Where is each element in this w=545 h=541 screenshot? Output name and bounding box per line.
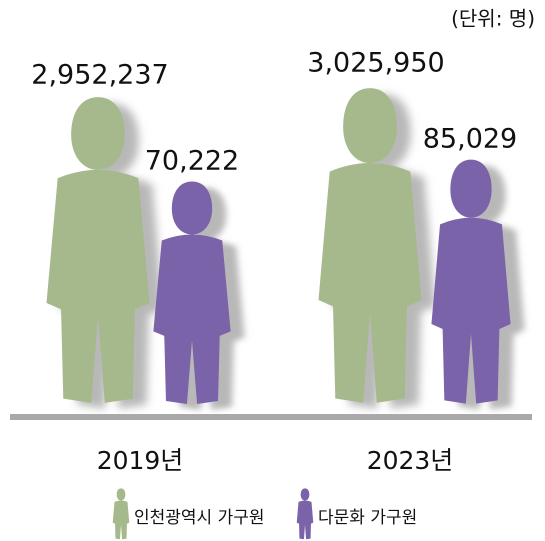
unit-label: (단위: 명): [451, 7, 535, 31]
figure: [153, 181, 231, 404]
value-label: 3,025,950: [307, 48, 444, 79]
legend-label: 인천광역시 가구원: [134, 508, 265, 528]
figure-body: [431, 217, 511, 404]
figure-head: [171, 181, 213, 235]
value-label: 70,222: [145, 146, 239, 177]
baseline: [10, 414, 532, 420]
legend-swatch: [296, 488, 314, 540]
x-tick-label: 2023년: [367, 446, 454, 475]
figure: [318, 88, 422, 403]
figure-head: [300, 488, 310, 501]
figure-head: [116, 488, 126, 501]
figure-body: [112, 500, 130, 540]
figure-body: [296, 500, 314, 540]
legend-swatch: [112, 488, 130, 540]
figure: [431, 159, 511, 404]
legend-label: 다문화 가구원: [318, 508, 417, 528]
figure-head: [343, 88, 397, 164]
figure-head: [71, 97, 125, 170]
value-label: 2,952,237: [31, 60, 168, 91]
figure-body: [46, 169, 150, 403]
figure-body: [318, 163, 422, 403]
x-tick-label: 2019년: [97, 446, 184, 475]
figure: [46, 97, 150, 403]
figure-body: [153, 234, 231, 404]
value-label: 85,029: [423, 124, 517, 155]
figure-head: [450, 159, 492, 218]
